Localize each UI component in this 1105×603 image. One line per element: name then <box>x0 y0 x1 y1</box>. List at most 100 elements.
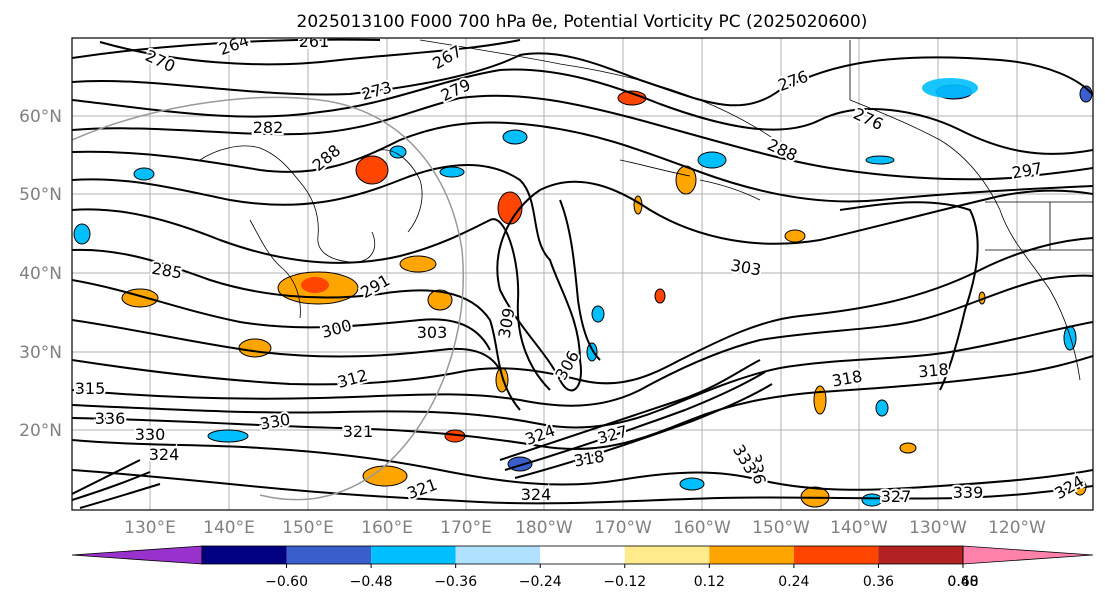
colorbar-tick-label: −0.12 <box>603 574 646 590</box>
pv-blob <box>207 429 249 443</box>
pv-blob <box>73 223 91 245</box>
pv-blob <box>497 191 523 225</box>
longitude-label: 170°W <box>594 518 652 538</box>
pv-blob <box>679 477 705 491</box>
contour-line <box>72 68 1093 155</box>
pv-blob <box>389 145 407 159</box>
coastline <box>379 149 423 233</box>
map-frame <box>71 37 1094 511</box>
colorbar-segment <box>709 546 794 564</box>
contour-label: 318 <box>917 360 949 382</box>
theta-e-contours <box>72 38 1093 509</box>
pv-blob <box>654 288 666 304</box>
colorbar-frame <box>201 545 964 565</box>
longitude-label: 180°W <box>515 518 573 538</box>
longitude-label: 160°W <box>673 518 731 538</box>
contour-line <box>72 94 1093 181</box>
graticule <box>72 38 1093 510</box>
contour-label: 303 <box>417 323 448 342</box>
contour-label: 261 <box>299 32 330 51</box>
contour-label: 324 <box>149 445 180 464</box>
pv-blob <box>586 342 598 362</box>
contour-line <box>72 319 501 371</box>
contour-line <box>504 371 766 471</box>
contour-label: 282 <box>253 118 284 137</box>
coastline <box>199 145 376 263</box>
contour-line <box>72 279 491 351</box>
pv-blob <box>355 155 389 185</box>
colorbar-extend-max <box>962 545 1094 565</box>
contour-line <box>72 38 381 59</box>
contour-line <box>72 274 1093 407</box>
colorbar-tick-label: 0.48 <box>947 574 978 590</box>
longitude-label: 150°W <box>752 518 810 538</box>
colorbar-tick-label: −0.60 <box>265 574 308 590</box>
coastline <box>419 39 791 151</box>
pv-blob <box>399 255 437 273</box>
contour-line <box>72 52 1093 107</box>
latitude-label: 60°N <box>19 107 62 127</box>
colorbar-segment <box>455 546 541 564</box>
pv-blob <box>865 155 895 165</box>
longitude-label: 140°E <box>203 518 255 538</box>
contour-line <box>72 248 521 411</box>
colorbar-tick-label: 0.24 <box>778 574 809 590</box>
colorbar-ticks: −0.60 −0.48 −0.36 −0.24 −0.12 0.12 0.24 0.36 0.4… <box>265 564 979 590</box>
colorbar-segment <box>624 546 710 564</box>
longitude-axis: 130°E 140°E 150°E 160°E 170°E 180°W 170°W 160°W… <box>124 518 1046 538</box>
colorbar-segment <box>540 546 625 564</box>
pv-blob <box>133 167 155 181</box>
longitude-label: 160°E <box>361 518 413 538</box>
pv-blob <box>1063 325 1077 351</box>
contour-line <box>72 439 1093 491</box>
coastlines <box>199 39 1093 381</box>
colorbar-segment <box>202 546 287 564</box>
longitude-label: 170°E <box>440 518 492 538</box>
colorbar-segment <box>286 546 372 564</box>
contour-line <box>72 459 161 509</box>
pv-blob <box>362 465 408 487</box>
contour-label: 327 <box>881 487 912 506</box>
pv-blob <box>697 151 727 169</box>
contour-label: 315 <box>75 379 106 398</box>
longitude-label: 130°E <box>124 518 176 538</box>
coastline <box>249 219 301 319</box>
longitude-label: 120°W <box>988 518 1046 538</box>
contour-label: 336 <box>95 409 126 428</box>
colorbar-extend-min <box>71 545 203 565</box>
pv-blob <box>439 166 465 178</box>
contour-line <box>559 199 601 361</box>
contour-label: 339 <box>953 483 984 502</box>
contour-label: 321 <box>343 422 374 441</box>
tropical-domain-outline <box>72 96 464 501</box>
contour-line <box>514 383 773 479</box>
longitude-label: 150°E <box>282 518 334 538</box>
contour-line <box>72 164 1093 392</box>
contour-label: 330 <box>135 425 166 444</box>
contour-line <box>72 121 1093 203</box>
contour-line <box>72 237 1093 386</box>
colorbar-segment <box>371 546 456 564</box>
colorbar-tick-label: −0.36 <box>434 574 477 590</box>
colorbar-tick-label: 0.12 <box>694 574 725 590</box>
contour-line <box>72 321 1093 429</box>
colorbar-tick-label: 0.36 <box>863 574 894 590</box>
pv-blob <box>899 442 917 454</box>
longitude-label: 130°W <box>909 518 967 538</box>
pv-blob <box>427 289 453 311</box>
pv-blob <box>922 78 978 98</box>
colorbar-tick-label: −0.24 <box>519 574 562 590</box>
contour-line <box>499 359 761 461</box>
colorbar: −0.60 −0.48 −0.36 −0.24 −0.12 0.12 0.24 0.36 0.4… <box>71 545 1094 590</box>
pv-blob <box>784 229 806 243</box>
longitude-label: 140°W <box>830 518 888 538</box>
contour-line <box>72 469 1093 505</box>
contour-label: 324 <box>521 485 552 504</box>
coastline <box>999 209 1081 381</box>
latitude-label: 30°N <box>19 343 62 363</box>
colorbar-segments <box>71 545 1094 565</box>
latitude-axis: 60°N 50°N 40°N 30°N 20°N <box>19 107 62 441</box>
pv-blob <box>502 129 528 145</box>
map-title: 2025013100 F000 700 hPa θe, Potential Vo… <box>297 12 868 32</box>
